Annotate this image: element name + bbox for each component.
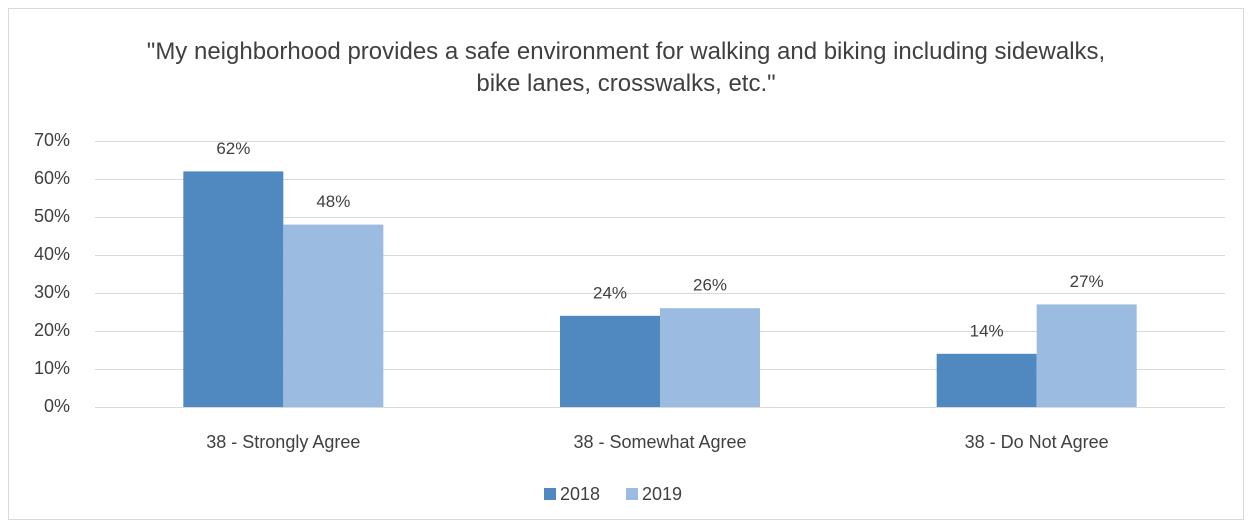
y-tick-label: 10%: [34, 358, 70, 378]
data-label: 62%: [216, 139, 250, 158]
chart-title: "My neighborhood provides a safe environ…: [146, 38, 1106, 97]
bar: [660, 308, 760, 407]
y-tick-label: 70%: [34, 130, 70, 150]
data-label: 24%: [593, 283, 627, 302]
x-tick-label: 38 - Strongly Agree: [206, 432, 360, 452]
bar: [1036, 304, 1137, 407]
legend-swatch: [544, 488, 556, 500]
data-label: 27%: [1070, 272, 1104, 291]
y-tick-label: 50%: [34, 206, 70, 226]
bar: [283, 224, 384, 407]
data-label: 14%: [970, 321, 1004, 340]
y-tick-label: 0%: [44, 396, 70, 416]
data-label: 48%: [316, 192, 350, 211]
y-tick-label: 40%: [34, 244, 70, 264]
x-tick-label: 38 - Somewhat Agree: [573, 432, 746, 452]
y-tick-label: 20%: [34, 320, 70, 340]
bar: [560, 315, 660, 407]
legend-swatch: [626, 488, 638, 500]
y-tick-label: 60%: [34, 168, 70, 188]
bar: [936, 353, 1037, 407]
legend-label: 2018: [560, 484, 600, 504]
data-label: 26%: [693, 276, 727, 295]
x-tick-label: 38 - Do Not Agree: [965, 432, 1109, 452]
y-tick-label: 30%: [34, 282, 70, 302]
bar: [183, 171, 284, 407]
legend-label: 2019: [642, 484, 682, 504]
